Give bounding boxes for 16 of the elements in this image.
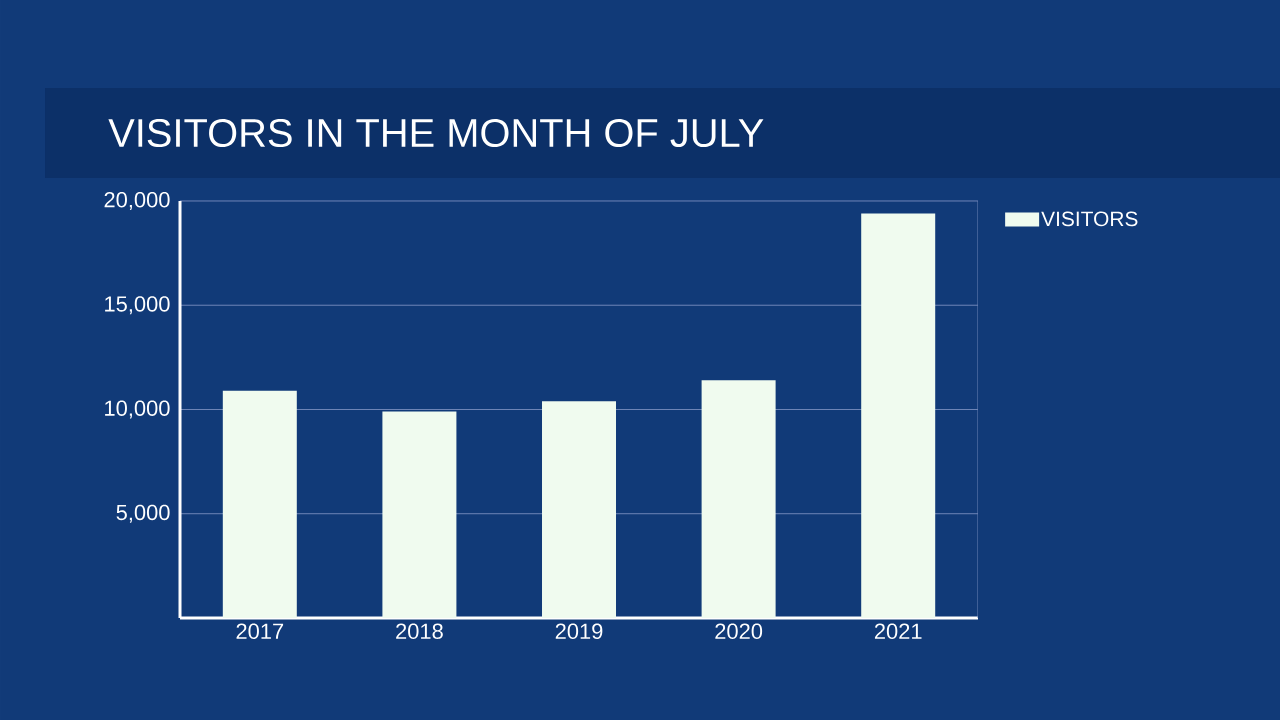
bar	[382, 411, 457, 618]
x-tick-label: 2017	[236, 623, 284, 640]
bar	[222, 390, 297, 618]
y-tick-label: 15,000	[105, 296, 170, 315]
y-tick-label: 20,000	[104, 191, 170, 211]
x-tick-label: 2018	[396, 623, 443, 640]
bar	[861, 213, 936, 618]
y-tick-label: 10,000	[105, 400, 170, 419]
legend-label: VISITORS	[1041, 211, 1138, 227]
chart-title: VISITORS IN THE MONTH OF JULY	[108, 118, 764, 148]
x-tick-label: 2019	[555, 623, 603, 640]
y-tick-label: 5,000	[116, 504, 170, 523]
x-tick-label: 2021	[874, 623, 922, 640]
x-tick-label: 2020	[715, 623, 763, 640]
bar	[701, 380, 776, 618]
bar	[542, 401, 617, 618]
